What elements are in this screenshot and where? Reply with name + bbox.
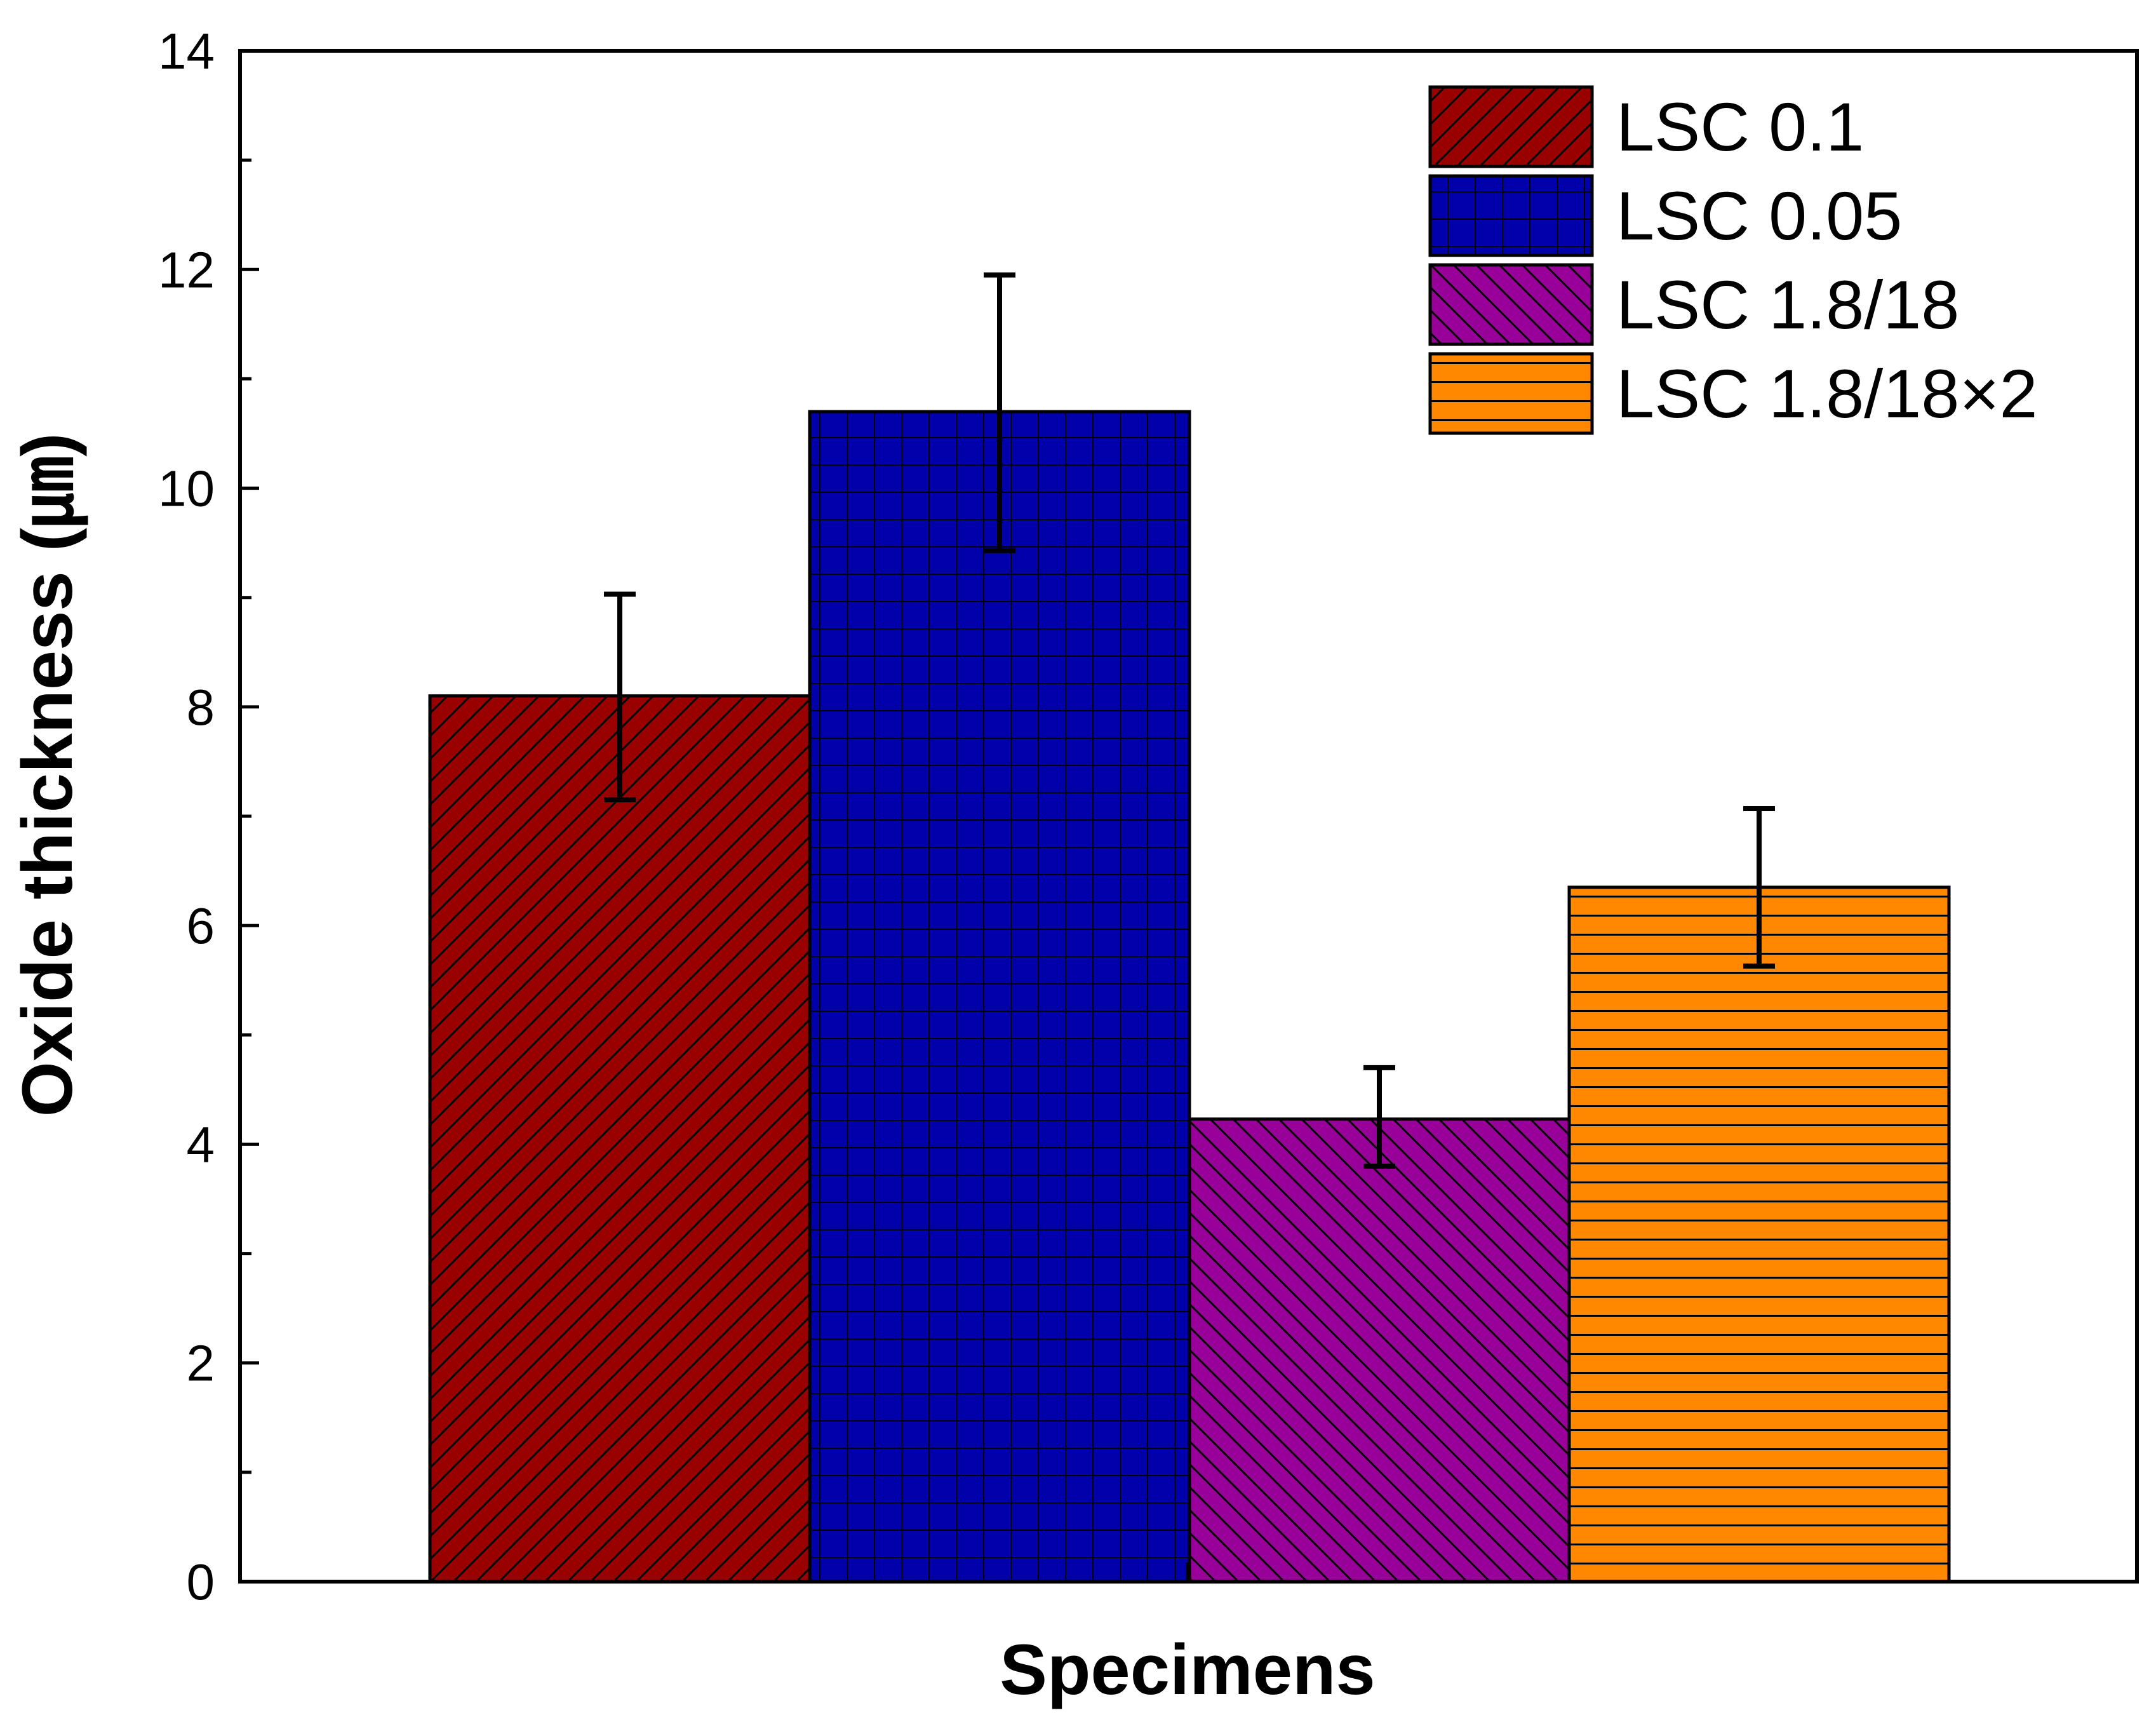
y-tick-label: 8: [187, 679, 215, 736]
legend-item-2: LSC 0.05: [1428, 174, 1902, 257]
legend-label: LSC 1.8/18: [1616, 266, 1959, 343]
legend-item-4: LSC 1.8/18×2: [1428, 352, 2038, 435]
y-tick-label: 12: [158, 241, 215, 298]
bar-4: [1567, 885, 1951, 1584]
y-tick-label: 10: [158, 461, 215, 517]
y-tick-label: 14: [158, 23, 215, 79]
y-axis-title: Oxide thickness (㎛): [8, 433, 88, 1117]
error-bar-1: [604, 591, 636, 803]
plot-frame: [238, 49, 2139, 1584]
legend-item-3: LSC 1.8/18: [1428, 263, 1959, 346]
legend: LSC 0.1 LSC 0.05 LSC 1.8/18 LSC 1.8/18×2: [1428, 85, 2038, 435]
axes-group: 0 2 4 6 8 10 12 14: [158, 23, 2139, 1610]
bar-1: [428, 694, 812, 1584]
bar-2: [808, 410, 1191, 1584]
y-tick-label: 4: [187, 1116, 215, 1173]
y-tick-label: 6: [187, 898, 215, 954]
legend-swatch: [1428, 263, 1594, 346]
legend-swatch: [1428, 85, 1594, 168]
legend-swatch: [1428, 174, 1594, 257]
y-tick-label: 2: [187, 1335, 215, 1392]
legend-label: LSC 0.05: [1616, 177, 1902, 254]
legend-swatch: [1428, 352, 1594, 435]
legend-label: LSC 1.8/18×2: [1616, 355, 2038, 432]
bar-3: [1188, 1117, 1571, 1584]
error-bar-2: [984, 272, 1015, 553]
bars-group: [428, 410, 1951, 1584]
error-bars-group: [604, 272, 1775, 1169]
y-tick-label: 0: [187, 1554, 215, 1610]
legend-item-1: LSC 0.1: [1428, 85, 1864, 168]
x-axis-title: Specimens: [1000, 1630, 1375, 1709]
error-bar-3: [1363, 1065, 1395, 1169]
legend-label: LSC 0.1: [1616, 88, 1864, 165]
error-bar-4: [1743, 805, 1775, 969]
